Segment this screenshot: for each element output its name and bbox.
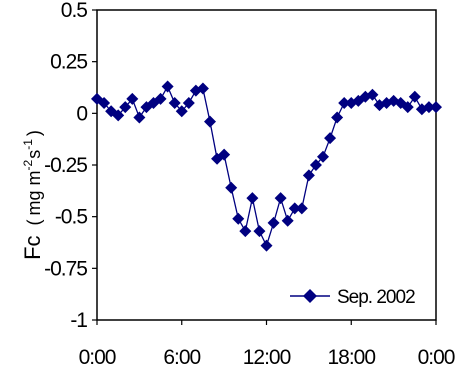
y-axis-unit-s-exp: -1 (21, 139, 35, 150)
y-axis-unit-mg: mg (24, 190, 44, 215)
data-point (302, 169, 315, 182)
y-axis-unit-m: m (24, 170, 44, 185)
y-axis: 0.5 0.25 0 -0.25 -0.5 -0.75 -1 (44, 0, 97, 332)
x-axis: 0:00 6:00 12:00 18:00 0:00 (79, 320, 456, 369)
legend-marker (303, 289, 317, 303)
y-axis-unit-m-exp: -2 (21, 159, 35, 170)
y-tick-label: -0.75 (44, 257, 87, 280)
data-point (126, 92, 139, 105)
data-point (119, 101, 132, 114)
y-tick-label: 0.25 (50, 51, 87, 74)
data-point (175, 105, 188, 118)
y-axis-symbol: Fc (20, 235, 45, 259)
data-point (317, 150, 329, 163)
data-point (246, 192, 259, 205)
data-point (324, 132, 337, 145)
y-axis-label-text: Fc ( mg m-2s-1) (20, 130, 45, 260)
y-tick-label: -0.25 (44, 154, 87, 177)
data-point (204, 115, 216, 128)
series-sep-2002 (91, 80, 442, 252)
data-point (338, 97, 351, 109)
data-point (331, 111, 344, 124)
y-axis-unit-close: ) (24, 130, 44, 136)
data-point (154, 92, 167, 105)
data-point (253, 225, 266, 238)
y-axis-label: Fc ( mg m-2s-1) (20, 130, 45, 260)
x-tick-label: 18:00 (327, 346, 375, 369)
x-tick-label: 6:00 (163, 346, 200, 369)
data-point (133, 111, 146, 124)
y-tick-label: -1 (70, 309, 87, 332)
y-tick-label: -0.5 (55, 206, 88, 229)
data-point (196, 82, 209, 95)
plot-frame (96, 9, 437, 321)
data-point (274, 192, 287, 205)
y-tick-label: 0.5 (61, 0, 88, 22)
data-point (366, 88, 379, 101)
data-point (112, 109, 125, 122)
x-tick-label: 0:00 (79, 346, 116, 369)
data-point (281, 214, 294, 227)
data-point (218, 148, 231, 161)
data-point (98, 97, 111, 109)
data-point (401, 101, 414, 114)
y-axis-unit-s: s (24, 150, 44, 159)
y-tick-label: 0 (76, 102, 87, 125)
legend-label: Sep. 2002 (337, 287, 415, 308)
data-point (168, 97, 181, 109)
data-point (288, 202, 301, 215)
data-point (225, 181, 238, 194)
data-point (161, 80, 174, 93)
data-point (239, 225, 252, 238)
y-axis-unit-open: ( (24, 219, 44, 225)
x-tick-label: 12:00 (243, 346, 291, 369)
data-point (430, 101, 442, 114)
data-point (260, 239, 273, 252)
x-tick-label: 0:00 (418, 346, 455, 369)
data-point (309, 159, 322, 171)
data-point (182, 97, 195, 109)
data-point (295, 202, 308, 215)
legend: Sep. 2002 (290, 287, 416, 308)
data-point (232, 212, 245, 225)
data-point (267, 216, 280, 229)
data-point (422, 101, 435, 114)
data-point (408, 90, 421, 103)
